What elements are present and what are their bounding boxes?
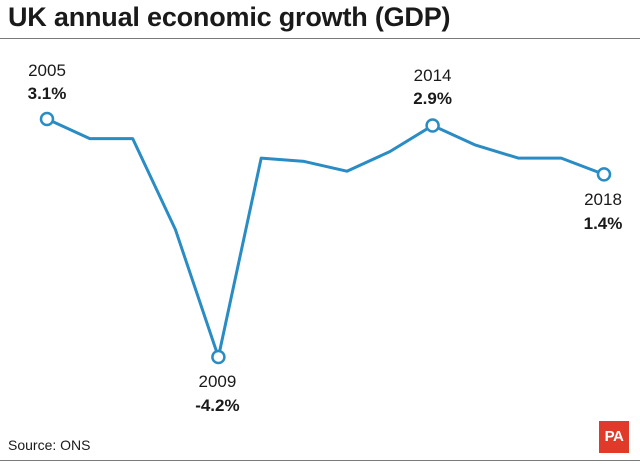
source-note: Source: ONS: [8, 437, 91, 453]
bottom-divider: [0, 460, 640, 461]
annotation-value-2014: 2.9%: [413, 89, 452, 108]
chart-title: UK annual economic growth (GDP): [8, 2, 451, 32]
pa-logo: PA: [599, 421, 629, 453]
data-point-marker-2014: [425, 118, 440, 133]
annotation-year-2018: 2018: [584, 190, 622, 209]
annotation-value-2018: 1.4%: [584, 214, 623, 233]
annotation-year-2009: 2009: [198, 372, 236, 391]
annotation-value-2005: 3.1%: [28, 84, 67, 103]
data-point-marker-2005: [39, 111, 55, 127]
annotation-value-2009: -4.2%: [195, 396, 239, 415]
data-point-marker-2009: [211, 349, 226, 365]
annotation-year-2014: 2014: [414, 66, 452, 85]
annotation-year-2005: 2005: [28, 61, 66, 80]
gdp-growth-line: [45, 117, 606, 359]
data-point-marker-2018: [596, 167, 612, 182]
top-divider: [0, 38, 640, 39]
